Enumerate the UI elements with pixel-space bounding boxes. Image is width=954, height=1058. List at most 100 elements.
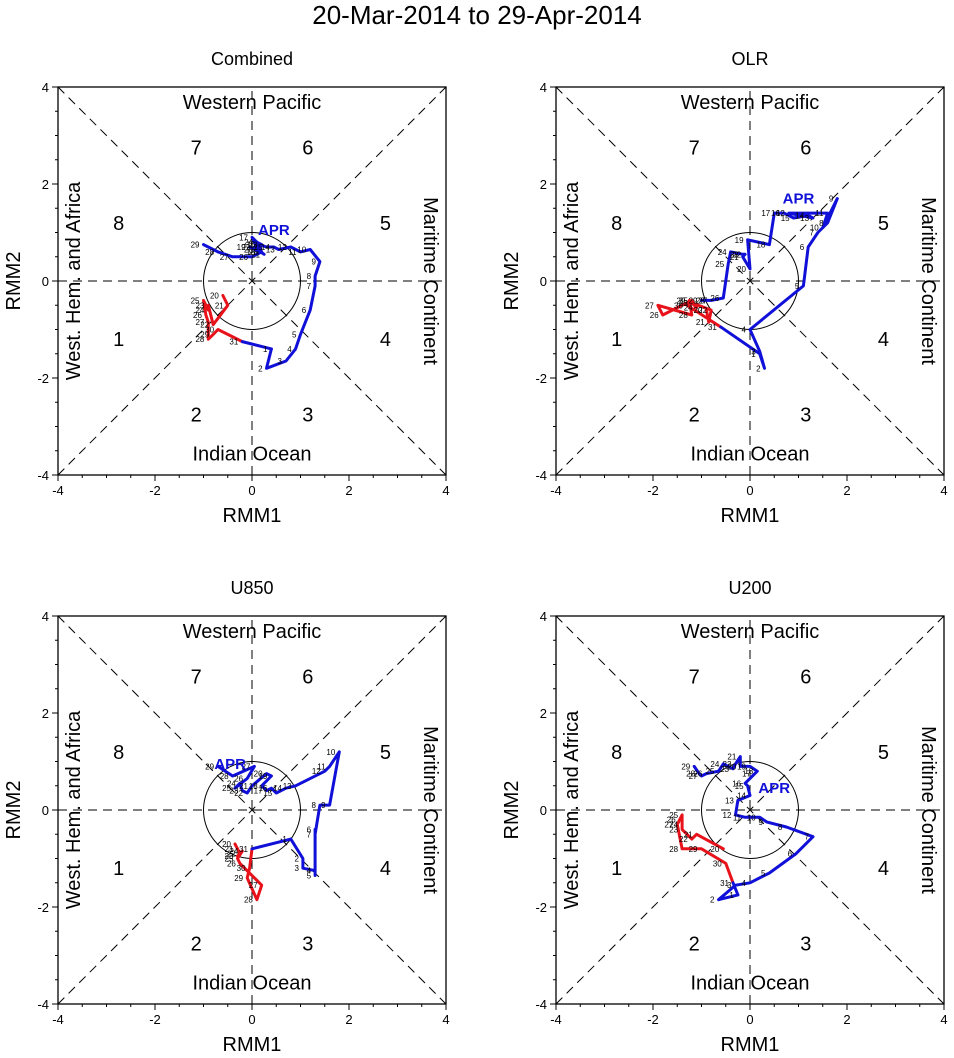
april-trajectory-day-label: 7 <box>307 830 312 839</box>
april-trajectory-day-label: 13 <box>800 214 809 223</box>
x-axis-label: RMM1 <box>223 1034 282 1056</box>
month-connector <box>240 340 273 351</box>
x-tick-label: 0 <box>248 483 255 498</box>
april-trajectory-day-label: 8 <box>311 801 316 810</box>
x-tick-label: -2 <box>647 483 659 498</box>
month-label: APR <box>783 190 815 207</box>
phase-number: 7 <box>689 667 700 689</box>
phase-number: 8 <box>113 742 124 764</box>
region-label-left: West. Hem. and Africa <box>63 710 85 909</box>
y-tick-label: 0 <box>540 803 547 818</box>
diagonal-line <box>555 86 945 476</box>
april-trajectory-day-label: 10 <box>326 748 335 757</box>
april-trajectory-day-label: 2 <box>710 896 715 905</box>
phase-number: 2 <box>191 933 202 955</box>
x-tick-label: -4 <box>550 483 562 498</box>
panel-title: U850 <box>230 578 273 598</box>
y-tick-label: 0 <box>540 274 547 289</box>
y-axis-label: RMM2 <box>3 781 25 840</box>
april-trajectory-day-label: 27 <box>242 762 251 771</box>
phase-number: 8 <box>113 213 124 235</box>
april-trajectory-day-label: 7 <box>805 833 810 842</box>
phase-number: 5 <box>878 213 889 235</box>
april-trajectory-line <box>216 750 341 877</box>
april-trajectory-day-label: 25 <box>249 248 258 257</box>
april-trajectory-day-label: 22 <box>723 760 732 769</box>
region-label-left: West. Hem. and Africa <box>561 710 583 909</box>
april-trajectory-day-label: 24 <box>244 238 253 247</box>
april-trajectory-day-label: 6 <box>307 825 312 834</box>
march-trajectory-day-label: 27 <box>645 301 654 310</box>
march-trajectory-day-label: 24 <box>229 847 238 856</box>
march-trajectory-day-label: 23 <box>225 852 234 861</box>
phase-number: 7 <box>191 138 202 160</box>
april-trajectory-day-label: 22 <box>732 250 741 259</box>
april-trajectory-day-label: 11 <box>317 762 326 771</box>
main-title: 20-Mar-2014 to 29-Apr-2014 <box>312 0 642 30</box>
region-label-right: Maritime Continent <box>917 197 939 365</box>
april-trajectory-day-label: 3 <box>277 357 282 366</box>
march-trajectory-day-label: 22 <box>698 306 707 315</box>
april-trajectory-day-label: 23 <box>229 787 238 796</box>
march-trajectory-day-label: 30 <box>713 859 722 868</box>
april-trajectory-day-label: 28 <box>696 296 705 305</box>
april-trajectory-line <box>700 197 839 370</box>
april-trajectory-day-label: 13 <box>725 796 734 805</box>
march-trajectory-day-label: 22 <box>200 321 209 330</box>
y-tick-label: -2 <box>37 371 49 386</box>
y-axis-label: RMM2 <box>501 252 523 311</box>
april-trajectory-day-label: 18 <box>744 767 753 776</box>
march-trajectory-day-label: 29 <box>676 296 685 305</box>
april-trajectory-day-label: 18 <box>246 248 255 257</box>
phase-number: 8 <box>611 213 622 235</box>
phase-number: 3 <box>302 933 313 955</box>
phase-number: 6 <box>302 667 313 689</box>
march-trajectory-day-label: 21 <box>225 845 234 854</box>
march-trajectory-day-label: 25 <box>191 296 200 305</box>
april-trajectory-day-label: 17 <box>742 770 751 779</box>
april-trajectory-day-label: 4 <box>742 326 747 335</box>
march-trajectory-day-label: 31 <box>229 338 238 347</box>
y-tick-label: 4 <box>540 609 547 624</box>
march-trajectory-day-label: 25 <box>225 855 234 864</box>
april-trajectory-day-label: 18 <box>756 241 765 250</box>
march-trajectory-day-label: 21 <box>215 301 224 310</box>
april-trajectory-day-label: 14 <box>261 243 270 252</box>
april-trajectory-day-label: 5 <box>292 330 297 339</box>
phase-number: 3 <box>800 404 811 426</box>
y-tick-label: 4 <box>42 80 49 95</box>
region-label-top: Western Pacific <box>183 92 322 114</box>
april-trajectory-line <box>692 755 815 902</box>
april-trajectory-day-label: 16 <box>771 209 780 218</box>
x-tick-label: -2 <box>647 1012 659 1027</box>
x-axis-label: RMM1 <box>223 505 282 527</box>
panel-title: OLR <box>731 49 768 69</box>
april-trajectory-day-label: 4 <box>307 867 312 876</box>
phase-number: 8 <box>611 742 622 764</box>
april-trajectory-day-label: 26 <box>239 253 248 262</box>
x-tick-label: 2 <box>345 1012 352 1027</box>
april-trajectory-day-label: 17 <box>239 233 248 242</box>
march-trajectory-day-label: 26 <box>667 816 676 825</box>
march-trajectory-day-label: 28 <box>244 896 253 905</box>
march-trajectory-day-label: 22 <box>679 835 688 844</box>
april-trajectory-day-label: 7 <box>809 229 814 238</box>
diagonal-line <box>555 615 945 1005</box>
march-trajectory-day-label: 24 <box>684 304 693 313</box>
april-trajectory-day-label: 20 <box>737 265 746 274</box>
phase-number: 4 <box>380 329 391 351</box>
april-trajectory-day-label: 21 <box>251 250 260 259</box>
march-trajectory-day-label: 24 <box>195 306 204 315</box>
april-trajectory-day-label: 2 <box>258 364 263 373</box>
march-trajectory-day-label: 26 <box>227 859 236 868</box>
phase-number: 3 <box>800 933 811 955</box>
region-label-right: Maritime Continent <box>419 197 441 365</box>
april-trajectory-day-label: 19 <box>237 243 246 252</box>
y-axis-label: RMM2 <box>3 252 25 311</box>
diagonal-line <box>57 615 447 1005</box>
april-trajectory-day-label: 1 <box>729 891 734 900</box>
march-trajectory-day-label: 23 <box>679 299 688 308</box>
phase-number: 6 <box>302 138 313 160</box>
april-trajectory-day-label: 3 <box>294 864 299 873</box>
